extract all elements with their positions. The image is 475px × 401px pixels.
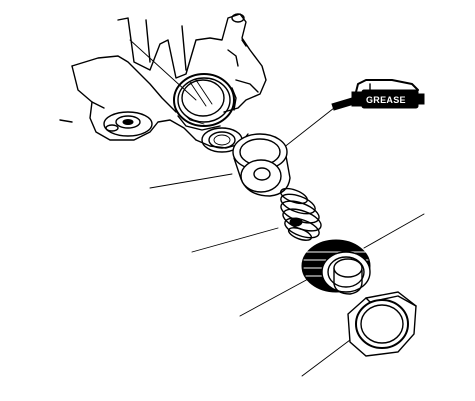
- leader-line-grease: [277, 107, 335, 153]
- housing-bore: [173, 73, 237, 131]
- leader-line-spring: [191, 227, 279, 253]
- grease-label: GREASE: [366, 95, 406, 105]
- housing-casting: [59, 13, 267, 153]
- threaded-plug: [301, 239, 371, 295]
- piston-cup: [232, 133, 291, 197]
- leader-line-plug-right: [363, 213, 425, 249]
- leader-line-piston: [149, 173, 233, 189]
- leader-line-plug-left: [239, 277, 311, 317]
- leader-line-bore: [129, 39, 197, 101]
- hex-seal-nut: [347, 291, 417, 357]
- leader-line-hex: [301, 339, 351, 377]
- spring: [279, 187, 322, 241]
- grease-gun-icon: GREASE: [331, 79, 425, 111]
